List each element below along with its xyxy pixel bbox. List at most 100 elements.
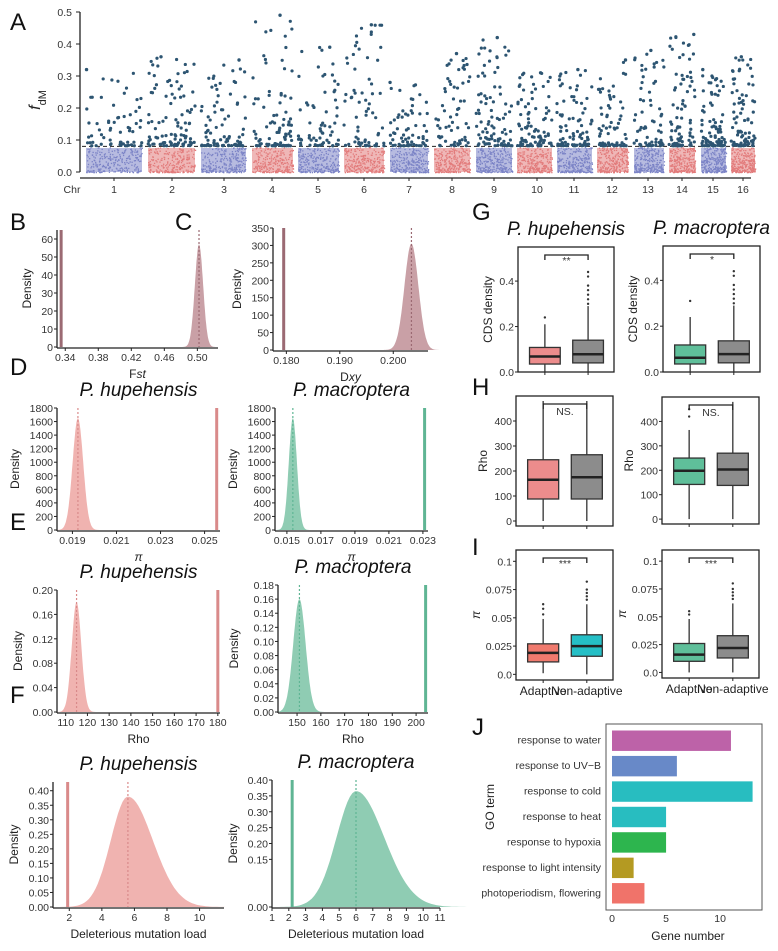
low-point bbox=[266, 155, 268, 157]
high-point bbox=[288, 129, 293, 133]
low-point bbox=[100, 171, 102, 173]
low-point bbox=[420, 159, 422, 162]
low-point bbox=[303, 156, 306, 158]
high-point bbox=[287, 120, 291, 124]
high-point bbox=[639, 125, 643, 130]
low-point bbox=[263, 167, 265, 169]
low-point bbox=[390, 160, 392, 162]
low-point bbox=[617, 164, 620, 166]
low-point bbox=[442, 159, 444, 162]
low-point bbox=[575, 162, 578, 164]
low-point bbox=[527, 148, 529, 150]
high-point bbox=[356, 129, 360, 133]
low-point bbox=[235, 164, 238, 166]
low-point bbox=[257, 165, 259, 167]
high-point bbox=[493, 70, 497, 75]
low-point bbox=[412, 147, 414, 149]
low-point bbox=[643, 153, 645, 155]
low-point bbox=[670, 169, 673, 171]
low-point bbox=[285, 167, 287, 169]
max-point bbox=[623, 58, 628, 62]
low-point bbox=[97, 168, 100, 170]
high-point bbox=[692, 88, 697, 92]
low-point bbox=[657, 149, 660, 152]
low-point bbox=[422, 153, 424, 156]
low-point bbox=[357, 148, 359, 150]
low-point bbox=[257, 161, 260, 164]
low-point bbox=[703, 161, 705, 163]
low-point bbox=[314, 160, 316, 163]
high-point bbox=[623, 72, 628, 76]
high-point bbox=[253, 20, 258, 24]
low-point bbox=[674, 154, 676, 156]
low-point bbox=[626, 160, 628, 162]
low-point bbox=[688, 153, 691, 156]
low-point bbox=[708, 157, 711, 159]
low-point bbox=[167, 168, 169, 170]
low-point bbox=[277, 171, 279, 174]
low-point bbox=[434, 158, 437, 160]
low-point bbox=[390, 149, 393, 152]
low-point bbox=[709, 164, 712, 166]
high-point bbox=[298, 141, 303, 145]
low-point bbox=[327, 167, 329, 169]
low-point bbox=[335, 168, 337, 170]
high-point bbox=[181, 144, 185, 148]
high-point bbox=[185, 109, 190, 113]
low-point bbox=[506, 154, 508, 156]
low-point bbox=[451, 160, 453, 162]
low-point bbox=[171, 169, 174, 171]
low-point bbox=[529, 169, 532, 172]
low-point bbox=[505, 152, 507, 154]
low-point bbox=[542, 151, 544, 154]
high-point bbox=[678, 138, 682, 142]
low-point bbox=[647, 159, 649, 162]
low-point bbox=[660, 167, 663, 169]
low-point bbox=[599, 171, 602, 174]
low-point bbox=[390, 168, 392, 170]
low-point bbox=[497, 161, 500, 164]
high-point bbox=[243, 116, 247, 120]
low-point bbox=[449, 171, 451, 174]
low-point bbox=[138, 160, 141, 163]
high-point bbox=[521, 88, 526, 92]
high-point bbox=[267, 89, 271, 94]
low-point bbox=[640, 147, 643, 149]
high-point bbox=[214, 83, 218, 87]
high-point bbox=[488, 95, 492, 100]
low-point bbox=[701, 171, 704, 173]
low-point bbox=[129, 171, 131, 173]
low-point bbox=[223, 159, 225, 161]
low-point bbox=[192, 156, 194, 158]
low-point bbox=[635, 158, 638, 160]
low-point bbox=[705, 151, 707, 154]
low-point bbox=[104, 153, 106, 155]
low-point bbox=[678, 158, 681, 160]
low-point bbox=[568, 171, 570, 173]
low-point bbox=[279, 154, 281, 156]
low-point bbox=[166, 170, 168, 173]
low-point bbox=[117, 149, 120, 151]
low-point bbox=[110, 158, 112, 160]
low-point bbox=[349, 159, 351, 162]
high-point bbox=[683, 104, 687, 108]
low-point bbox=[679, 149, 681, 152]
low-point bbox=[221, 166, 224, 168]
low-point bbox=[286, 161, 288, 164]
low-point bbox=[462, 163, 464, 165]
low-point bbox=[272, 171, 274, 173]
low-point bbox=[110, 162, 113, 165]
low-point bbox=[684, 151, 686, 154]
low-point bbox=[415, 167, 417, 169]
low-point bbox=[408, 161, 411, 163]
low-point bbox=[453, 150, 456, 152]
low-point bbox=[272, 168, 274, 171]
low-point bbox=[691, 171, 694, 174]
low-point bbox=[346, 153, 348, 155]
low-point bbox=[476, 156, 478, 159]
low-point bbox=[683, 154, 685, 156]
max-point bbox=[692, 32, 696, 37]
high-point bbox=[421, 141, 425, 145]
low-point bbox=[229, 163, 231, 166]
low-point bbox=[130, 148, 132, 151]
